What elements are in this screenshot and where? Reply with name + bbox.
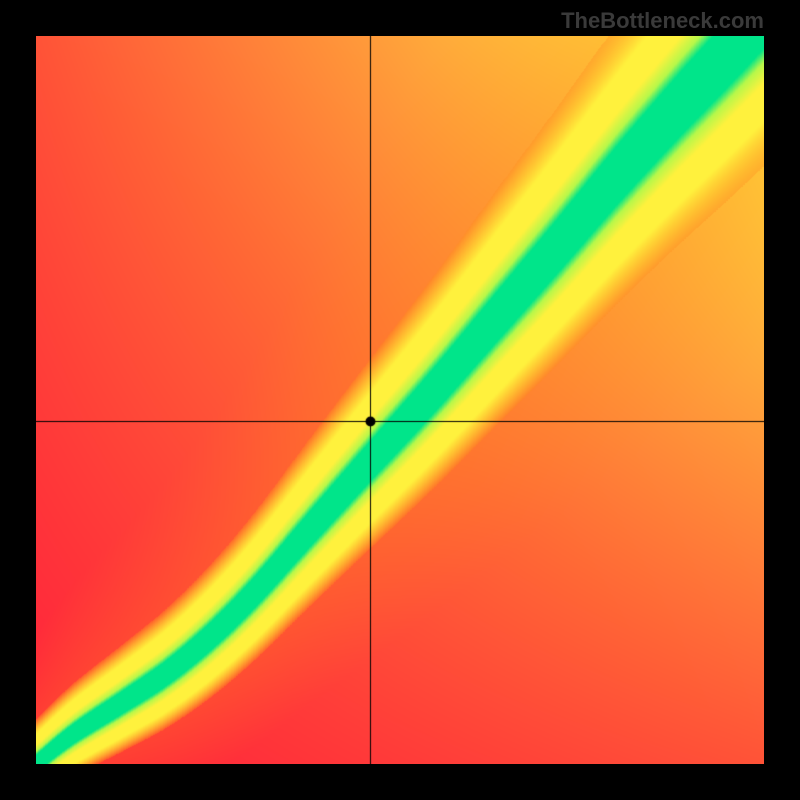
chart-container: TheBottleneck.com	[0, 0, 800, 800]
watermark-text: TheBottleneck.com	[561, 8, 764, 34]
bottleneck-heatmap	[36, 36, 764, 764]
